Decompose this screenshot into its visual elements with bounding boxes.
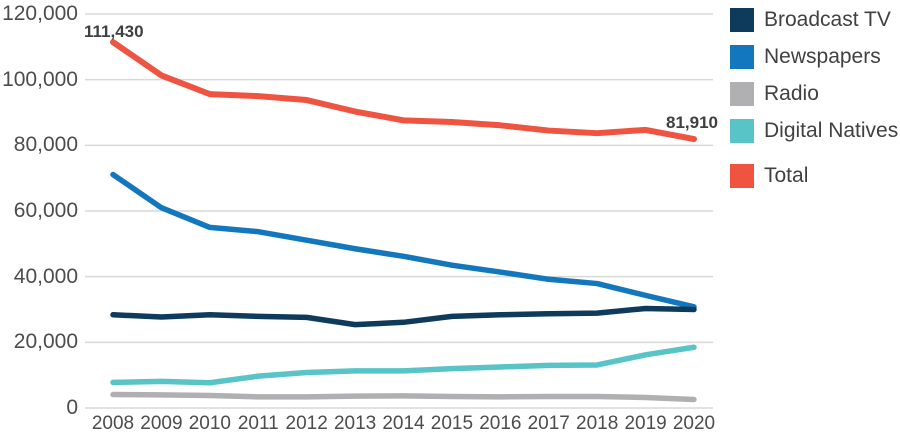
x-axis-tick-label: 2012 (285, 413, 328, 434)
legend-swatch-newspapers (730, 45, 754, 69)
legend-item-digital-natives: Digital Natives (730, 119, 898, 143)
legend: Broadcast TV Newspapers Radio Digital Na… (730, 8, 898, 188)
data-label: 111,430 (84, 22, 144, 42)
line-radio (110, 391, 697, 403)
x-axis-tick-label: 2011 (237, 413, 279, 434)
legend-item-radio: Radio (730, 82, 898, 106)
x-axis-tick-label: 2015 (430, 413, 474, 434)
legend-label: Broadcast TV (764, 8, 891, 31)
line-newspapers (110, 171, 697, 310)
line-total (110, 39, 697, 143)
y-axis-tick-label: 100,000 (2, 67, 78, 91)
legend-label: Newspapers (764, 45, 881, 68)
legend-label: Radio (764, 82, 819, 105)
x-axis-tick-label: 2019 (624, 413, 667, 434)
x-axis-tick-label: 2016 (479, 413, 522, 434)
data-label: 81,910 (666, 113, 718, 133)
y-axis-tick-label: 20,000 (13, 330, 78, 354)
legend-item-broadcast-tv: Broadcast TV (730, 8, 898, 32)
legend-swatch-radio (730, 82, 754, 106)
x-axis-tick-label: 2020 (672, 413, 716, 434)
x-axis-tick-label: 2010 (188, 413, 231, 434)
y-axis-tick-label: 0 (66, 396, 78, 419)
x-axis-tick-label: 2014 (382, 413, 425, 434)
y-axis-tick-label: 40,000 (13, 264, 78, 288)
legend-swatch-total (730, 164, 754, 188)
legend-label: Digital Natives (764, 119, 899, 142)
line-digital-natives (110, 344, 697, 386)
legend-item-total: Total (730, 164, 898, 188)
legend-swatch-digital-natives (730, 119, 754, 143)
legend-item-newspapers: Newspapers (730, 45, 898, 69)
x-axis-tick-label: 2008 (91, 413, 135, 434)
x-axis-tick-label: 2017 (527, 413, 570, 434)
legend-swatch-broadcast-tv (730, 8, 754, 32)
line-broadcast-tv (110, 305, 697, 328)
y-axis-tick-label: 60,000 (13, 199, 78, 222)
y-axis-tick-label: 120,000 (2, 2, 78, 25)
x-axis-tick-label: 2018 (576, 413, 619, 434)
x-axis-tick-label: 2013 (333, 413, 377, 434)
legend-label: Total (764, 164, 809, 187)
y-axis-tick-label: 80,000 (13, 133, 78, 157)
x-axis-tick-label: 2009 (140, 413, 183, 434)
